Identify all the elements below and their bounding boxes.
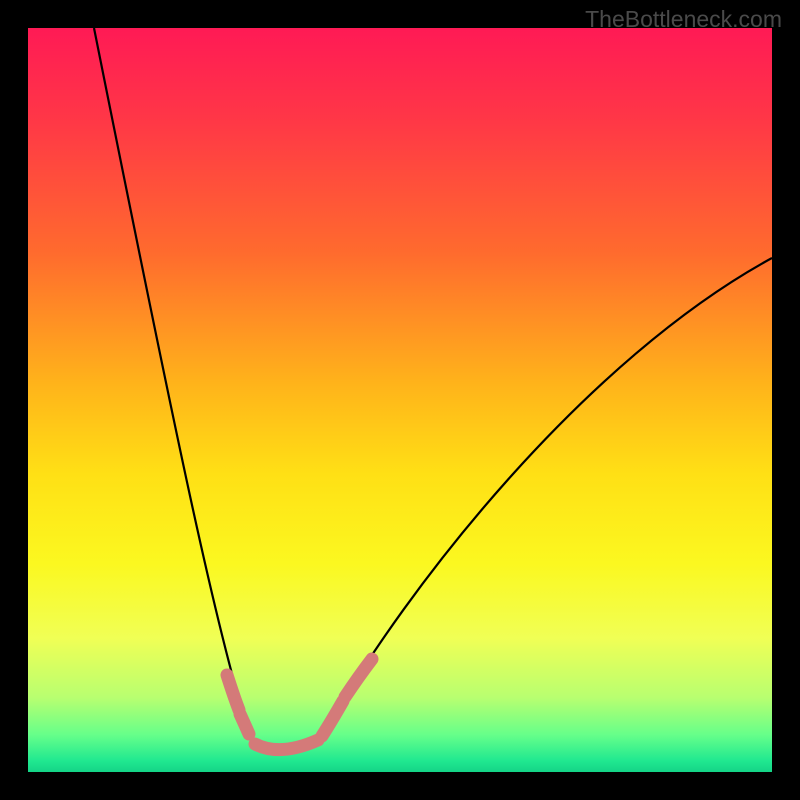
bottleneck-chart xyxy=(0,0,800,800)
gradient-background xyxy=(28,28,772,772)
accent-segment xyxy=(240,714,249,734)
chart-frame: TheBottleneck.com xyxy=(0,0,800,800)
watermark-text: TheBottleneck.com xyxy=(585,6,782,33)
